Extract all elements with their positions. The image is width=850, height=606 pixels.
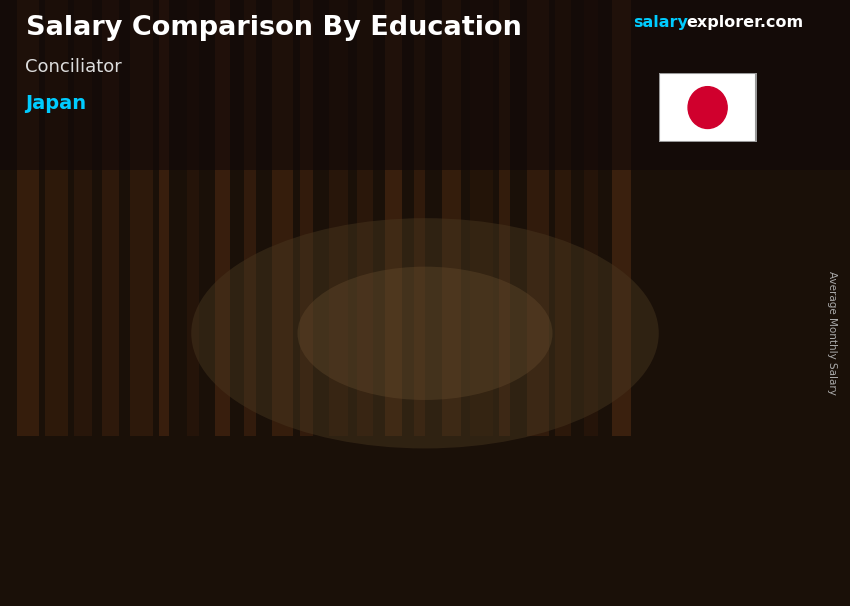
Bar (244, 0, 259, 436)
Bar (470, 0, 485, 436)
Bar (130, 0, 146, 436)
Polygon shape (430, 215, 565, 558)
Text: Master's Degree: Master's Degree (496, 585, 657, 603)
Bar (414, 0, 435, 436)
Bar (385, 0, 404, 436)
Bar (215, 0, 236, 436)
Text: Japan: Japan (26, 94, 87, 113)
Polygon shape (162, 308, 318, 318)
Bar (0, 0, 850, 170)
Text: 645,000 JPY: 645,000 JPY (606, 175, 709, 193)
Text: Bachelor's Degree: Bachelor's Degree (218, 585, 396, 603)
Bar (499, 0, 511, 436)
Bar (612, 0, 635, 436)
Ellipse shape (298, 267, 552, 400)
Bar (555, 0, 574, 436)
Bar (300, 0, 313, 436)
Bar (527, 0, 547, 436)
Text: Salary Comparison By Education: Salary Comparison By Education (26, 15, 521, 41)
Text: 451,000 JPY: 451,000 JPY (165, 275, 268, 293)
Text: Conciliator: Conciliator (26, 58, 122, 76)
Bar (584, 0, 595, 436)
Bar (102, 0, 124, 436)
Polygon shape (565, 205, 587, 558)
Circle shape (688, 87, 727, 128)
Bar (272, 0, 289, 436)
Bar (159, 0, 169, 436)
Text: salary: salary (633, 15, 688, 30)
Bar (357, 0, 370, 436)
Bar (329, 0, 341, 436)
Bar (187, 0, 202, 436)
Polygon shape (162, 318, 296, 558)
Polygon shape (430, 205, 587, 215)
Text: Average Monthly Salary: Average Monthly Salary (827, 271, 837, 395)
Bar (17, 0, 37, 436)
Ellipse shape (191, 218, 659, 448)
Bar (442, 0, 464, 436)
Text: +43%: +43% (359, 210, 476, 244)
Bar (45, 0, 68, 436)
Polygon shape (296, 308, 318, 558)
Text: explorer.com: explorer.com (687, 15, 804, 30)
Bar (74, 0, 87, 436)
